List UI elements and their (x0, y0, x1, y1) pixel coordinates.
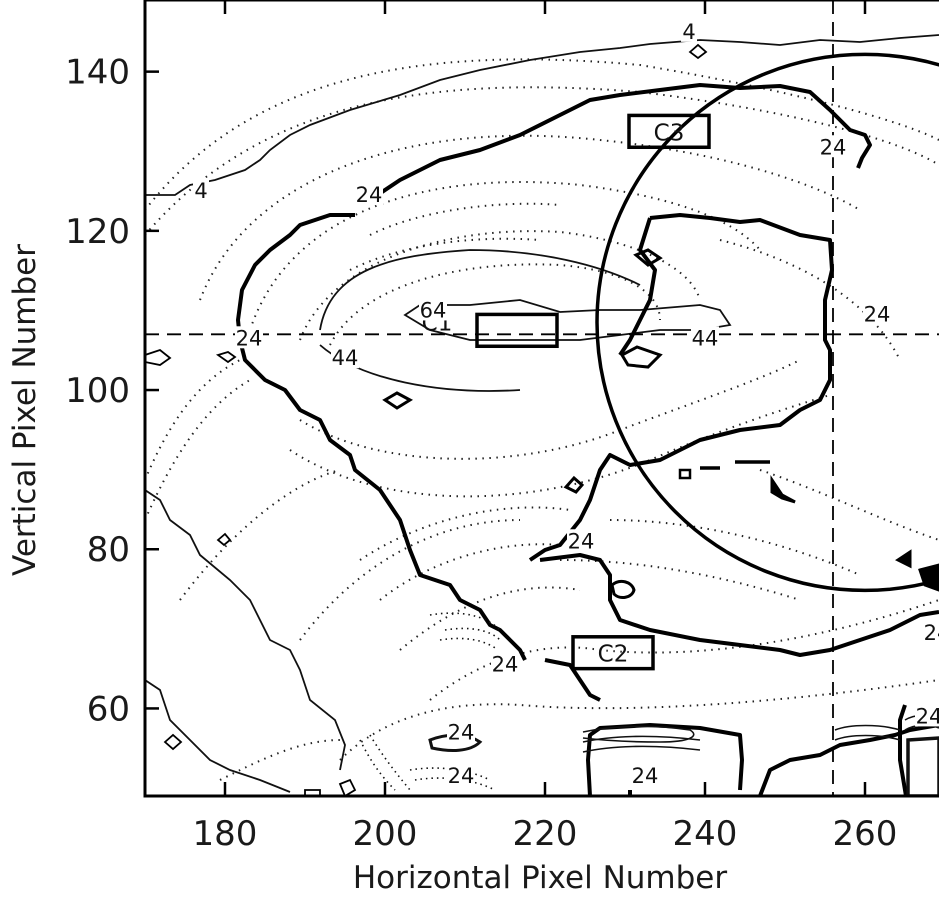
x-tick-label: 240 (673, 814, 738, 854)
contour-label-bg (331, 346, 359, 369)
contour-label-bg (193, 179, 209, 202)
y-tick-label: 140 (65, 53, 130, 93)
region-box (571, 635, 655, 671)
contour-label-bg (819, 135, 847, 158)
contour-label: 64 (420, 298, 447, 322)
contour-label: 24 (568, 529, 595, 553)
x-tick-label: 180 (193, 814, 258, 854)
contour-label-bg (447, 720, 475, 743)
dense-features (359, 612, 939, 796)
contour-label-bg (491, 652, 519, 675)
contour-label: 24 (356, 183, 383, 207)
contour-label: 24 (820, 135, 847, 159)
y-axis-label: Vertical Pixel Number (7, 244, 43, 576)
contour-label: 44 (332, 346, 359, 370)
y-tick-label: 80 (87, 530, 130, 570)
region-label: C2 (598, 642, 629, 668)
x-tick-label: 200 (353, 814, 418, 854)
contour-label: 24 (492, 653, 519, 677)
thin-contours (145, 34, 939, 793)
contour-label: 24 (448, 764, 475, 788)
contour-labels: 442424642444442424242424242424 (193, 19, 939, 788)
contour-label-bg (447, 764, 475, 787)
contour-label-bg (923, 620, 939, 643)
contour-label-bg (691, 326, 719, 349)
contour-label-bg (915, 704, 939, 727)
contour-label: 24 (916, 704, 939, 728)
contour-label: 4 (194, 179, 207, 203)
contour-label: 4 (682, 20, 695, 44)
contour-label-bg (567, 529, 595, 552)
contour-label-bg (235, 326, 263, 349)
x-tick-label: 220 (513, 814, 578, 854)
region-circle (595, 52, 939, 593)
contour-label: 24 (236, 326, 263, 350)
x-tick-label: 260 (833, 814, 898, 854)
contour-label-bg (631, 764, 659, 787)
y-tick-label: 100 (65, 371, 130, 411)
contour-label-bg (863, 302, 891, 325)
contour-label: 24 (632, 764, 659, 788)
region-box (627, 113, 711, 150)
y-tick-label: 60 (87, 689, 130, 729)
region-box (475, 312, 559, 349)
contour-label: 24 (924, 621, 939, 645)
dotted-contours (145, 58, 939, 781)
contour-label: 24 (864, 302, 891, 326)
contour-label-bg (355, 183, 383, 206)
y-tick-label: 120 (65, 212, 130, 252)
region-label: C3 (654, 120, 685, 146)
x-axis-label: Horizontal Pixel Number (353, 860, 727, 896)
contour-label: 44 (692, 326, 719, 350)
contour-label-bg (419, 298, 447, 321)
y-axis: 60 80 100 120 140 (65, 53, 159, 729)
contour-label: 24 (448, 720, 475, 744)
x-axis: 180 200 220 240 260 (193, 0, 898, 854)
contour-label-bg (681, 19, 697, 42)
